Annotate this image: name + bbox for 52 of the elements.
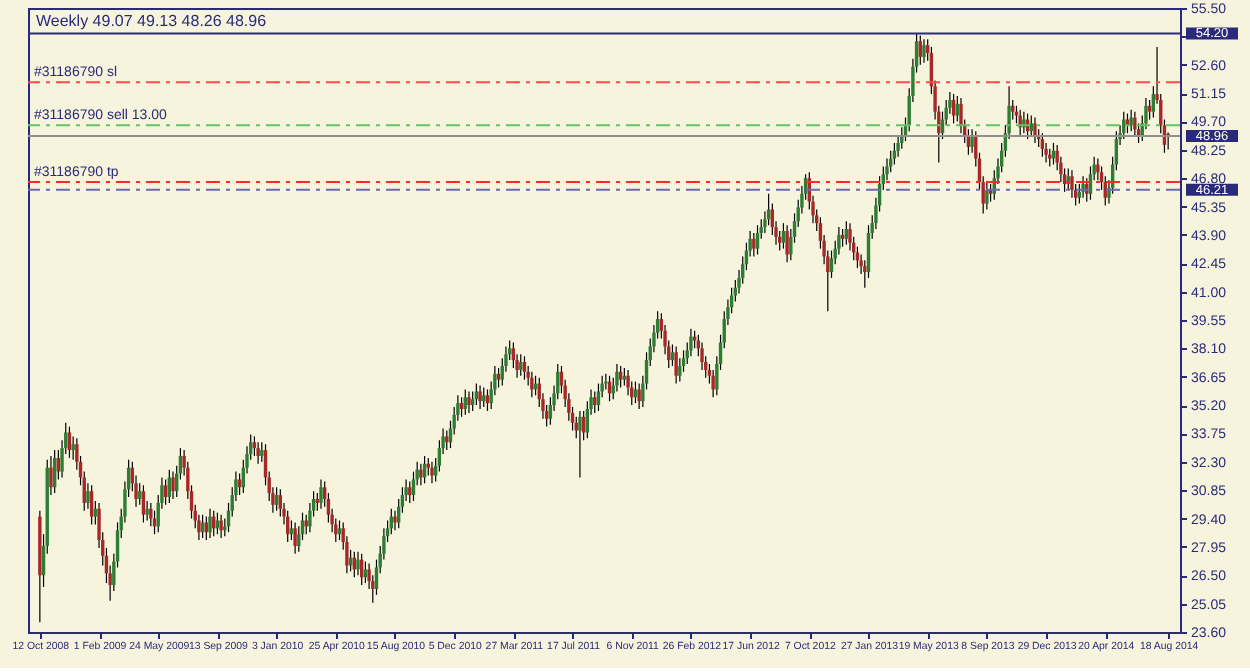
candlestick xyxy=(1018,109,1022,136)
candlestick xyxy=(1033,116,1037,144)
candlestick xyxy=(293,521,297,555)
candlestick xyxy=(208,508,212,539)
candlestick xyxy=(1040,132,1045,158)
candlestick xyxy=(459,396,464,418)
candlestick xyxy=(848,222,852,252)
candlestick xyxy=(918,34,922,66)
candlestick xyxy=(700,341,704,371)
candlestick xyxy=(482,386,486,408)
candlestick xyxy=(478,384,482,410)
candlestick xyxy=(445,429,449,451)
candlestick xyxy=(467,390,471,414)
candlestick xyxy=(985,181,989,211)
candlestick xyxy=(470,390,475,412)
candlestick xyxy=(319,478,323,510)
candlestick xyxy=(785,224,789,263)
candlestick xyxy=(578,410,582,479)
chart-title: Weekly 49.07 49.13 48.26 48.96 xyxy=(36,12,268,30)
candlestick xyxy=(837,226,841,256)
candlestick xyxy=(752,232,756,258)
candlestick xyxy=(674,345,678,385)
candlestick xyxy=(1129,109,1133,132)
candlestick xyxy=(204,515,209,541)
candlestick xyxy=(755,224,760,256)
candlestick xyxy=(1133,111,1137,138)
candlestick xyxy=(522,355,527,381)
candlestick xyxy=(167,469,172,504)
candlestick xyxy=(689,328,693,357)
candlestick xyxy=(219,514,223,539)
candlestick xyxy=(274,486,279,512)
candlestick xyxy=(171,471,175,500)
candlestick xyxy=(1077,183,1082,205)
candlestick xyxy=(430,461,434,484)
candlestick xyxy=(163,478,168,506)
candlestick xyxy=(89,484,94,526)
candlestick xyxy=(1070,169,1074,199)
candlestick xyxy=(896,134,900,158)
candlestick xyxy=(637,382,641,410)
candlestick xyxy=(256,441,260,465)
candlestick xyxy=(149,502,153,527)
candlestick xyxy=(419,463,423,486)
candlestick xyxy=(951,93,956,125)
candlestick xyxy=(334,517,338,543)
candlestick xyxy=(463,388,467,416)
candlestick xyxy=(530,371,534,398)
candlestick xyxy=(200,514,205,539)
candlestick xyxy=(67,426,72,459)
candlestick xyxy=(615,363,619,392)
candlestick xyxy=(141,484,146,524)
candlestick xyxy=(922,38,926,64)
candlestick xyxy=(252,435,257,457)
